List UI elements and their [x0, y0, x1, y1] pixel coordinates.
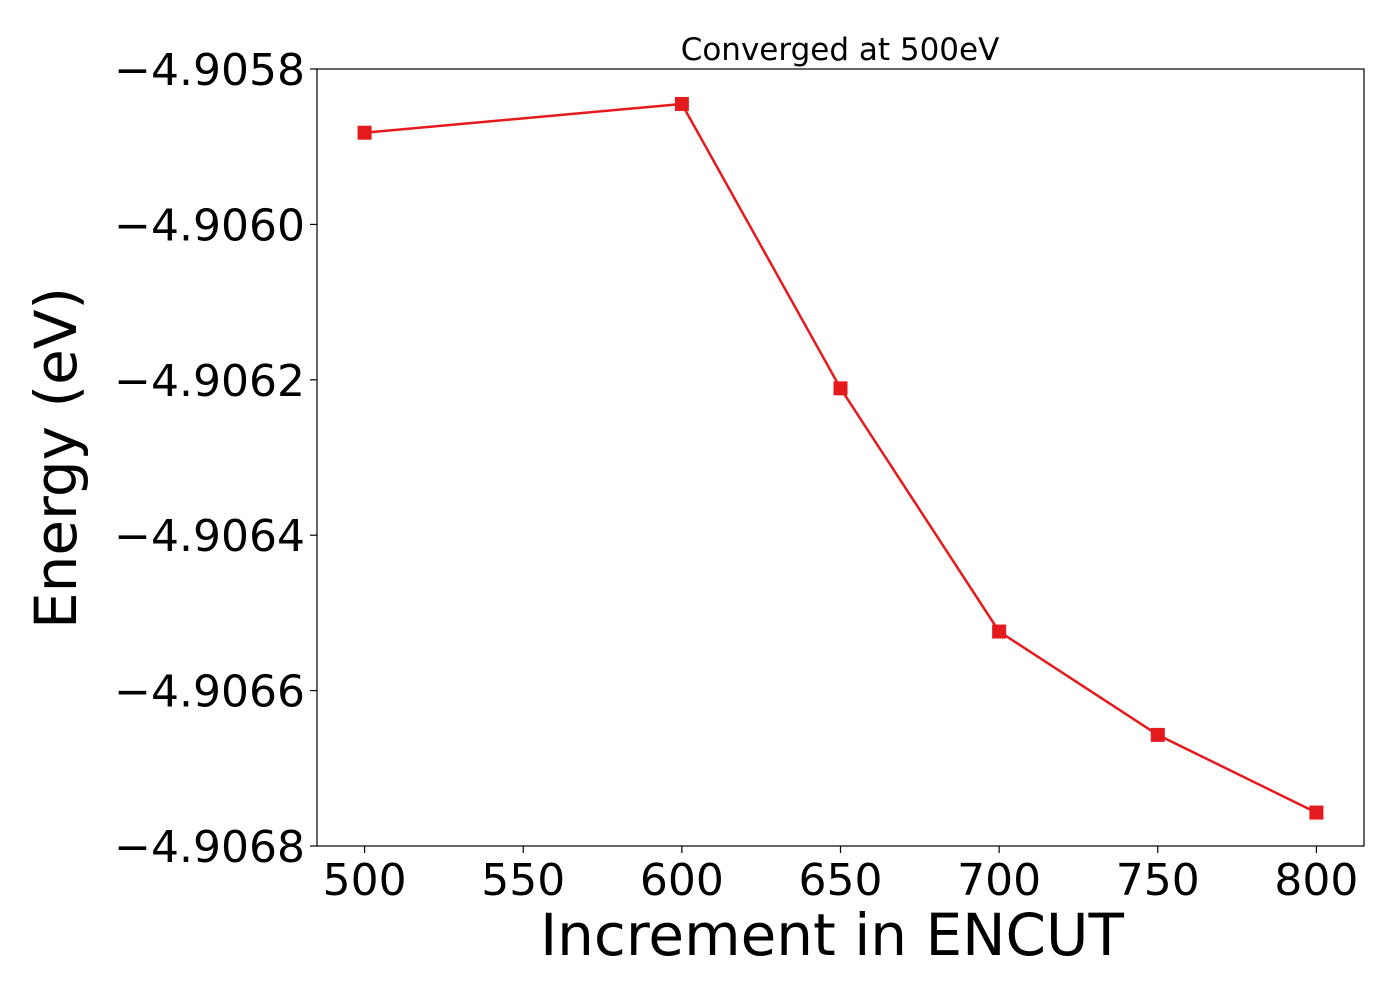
x-tick-label: 500 — [323, 855, 407, 906]
y-axis-label: Energy (eV) — [22, 287, 90, 629]
y-tick-label: −4.9062 — [114, 356, 305, 407]
chart-title: Converged at 500eV — [681, 32, 1000, 68]
x-axis-label: Increment in ENCUT — [540, 901, 1124, 969]
data-point-marker — [674, 96, 689, 111]
x-tick-label: 550 — [481, 855, 565, 906]
data-point-marker — [992, 624, 1007, 639]
series-layer — [357, 96, 1324, 820]
series-line — [364, 102, 1317, 814]
plot-area-frame — [316, 68, 1365, 847]
y-axis: −4.9058 −4.9060 −4.9062 −4.9064 −4.9066 −4.90… — [114, 45, 317, 873]
data-point-marker — [357, 125, 372, 140]
x-tick-label: 750 — [1116, 855, 1200, 906]
y-tick-label: −4.9060 — [114, 200, 305, 251]
data-point-marker — [833, 381, 848, 396]
y-tick-label: −4.9058 — [114, 45, 305, 96]
x-tick-label: 600 — [640, 855, 724, 906]
y-tick-label: −4.9066 — [114, 667, 305, 718]
y-tick-label: −4.9064 — [114, 511, 305, 562]
x-tick-label: 800 — [1274, 855, 1358, 906]
data-point-marker — [1150, 727, 1165, 742]
x-axis: 500 550 600 650 700 750 800 — [323, 846, 1358, 906]
x-tick-label: 700 — [957, 855, 1041, 906]
data-point-marker — [1309, 805, 1324, 820]
x-tick-label: 650 — [799, 855, 883, 906]
y-tick-label: −4.9068 — [114, 822, 305, 873]
